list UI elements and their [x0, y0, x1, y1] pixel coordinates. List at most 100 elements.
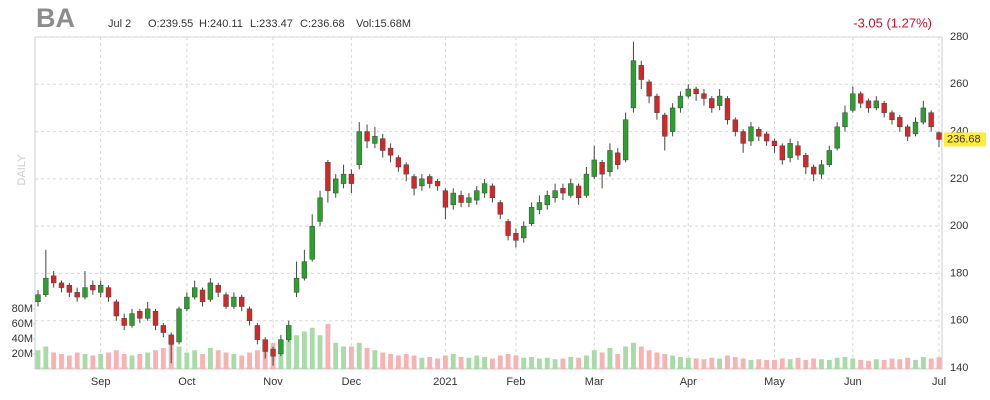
volume-bar: [819, 359, 824, 369]
candle-body: [732, 119, 738, 132]
candle-body: [43, 277, 49, 295]
candle-body: [466, 197, 472, 203]
candle-body: [325, 162, 331, 191]
volume-bar: [889, 358, 895, 369]
candle-body: [458, 195, 464, 203]
candle-body: [442, 190, 449, 208]
volume-bar: [207, 348, 213, 369]
candle-body: [513, 232, 519, 241]
candle-body: [544, 195, 550, 206]
header-date: Jul 2: [108, 18, 131, 30]
volume-bar: [286, 339, 292, 369]
volume-bar: [552, 359, 558, 369]
y-tick-label: 140: [950, 362, 968, 374]
volume-bar: [607, 348, 613, 369]
volume-bar: [317, 335, 323, 369]
candle-body: [97, 285, 104, 293]
volume-bar: [866, 360, 871, 369]
volume-bar: [670, 355, 676, 369]
candle-body: [850, 93, 856, 111]
candle-body: [395, 157, 402, 168]
volume-bar: [184, 352, 190, 369]
candle-body: [818, 164, 825, 175]
candle-body: [340, 173, 347, 184]
volume-bar: [787, 359, 793, 369]
candle-body: [317, 197, 323, 222]
volume-bar: [834, 357, 840, 369]
volume-bar: [278, 346, 284, 369]
candle-body: [693, 88, 699, 94]
candle-body: [779, 145, 785, 161]
candle-body: [497, 202, 503, 215]
volume-bar: [450, 354, 456, 369]
candle-body: [50, 275, 57, 284]
volume-bar: [725, 355, 730, 369]
volume-bar: [936, 357, 942, 369]
x-tick-label: Apr: [680, 376, 697, 388]
x-tick-label: Jun: [844, 376, 862, 388]
volume-bar: [654, 352, 660, 369]
volume-bar: [231, 354, 237, 369]
candle-body: [35, 294, 41, 303]
candle-body: [113, 301, 120, 317]
candle-body: [403, 164, 409, 175]
candle-body: [928, 112, 934, 128]
volume-bar: [858, 360, 864, 369]
volume-bar: [435, 358, 441, 369]
candle-body: [834, 126, 840, 149]
candle-body: [873, 100, 880, 109]
volume-bar: [356, 342, 362, 369]
last-price-label: 236.68: [947, 133, 981, 145]
volume-bar: [309, 327, 315, 369]
volume-bar: [850, 358, 856, 369]
candle-body: [239, 296, 245, 307]
candle-body: [865, 100, 872, 109]
candle-body: [231, 296, 237, 307]
volume-bar: [395, 355, 401, 369]
volume-bar: [795, 357, 801, 369]
candle-body: [920, 107, 927, 123]
vol-tick-label: 40M: [12, 333, 33, 345]
volume-bar: [779, 358, 785, 369]
candle-body: [207, 282, 214, 300]
candle-body: [771, 140, 778, 147]
candle-body: [662, 114, 668, 137]
volume-bar: [325, 324, 331, 369]
candle-body: [105, 287, 112, 298]
volume-bar: [442, 355, 448, 369]
volume-bar: [685, 357, 691, 369]
volume-bar: [294, 335, 299, 369]
candle-body: [669, 107, 676, 132]
candle-body: [607, 150, 613, 173]
volume-bar: [247, 352, 252, 369]
volume-bar: [200, 354, 205, 369]
volume-bar: [66, 355, 72, 369]
volume-bar: [748, 360, 754, 369]
candle-body: [215, 285, 221, 293]
volume-bar: [489, 358, 495, 369]
volume-bar: [646, 350, 652, 369]
volume-bar: [35, 350, 41, 369]
volume-bar: [419, 357, 425, 369]
candle-body: [309, 225, 315, 260]
volume-bar: [623, 346, 629, 369]
volume-bar: [568, 357, 574, 369]
candle-body: [740, 131, 746, 144]
candle-body: [199, 289, 206, 303]
candle-body: [474, 190, 480, 201]
volume-bar: [497, 355, 503, 369]
volume-bar: [920, 357, 926, 369]
candle-body: [481, 183, 488, 194]
candle-body: [568, 183, 574, 196]
candle-body: [270, 348, 276, 357]
volume-bar: [82, 354, 88, 369]
volume-bar: [427, 357, 433, 369]
x-tick-label: Dec: [342, 376, 362, 388]
volume-bar: [254, 350, 260, 369]
volume-bar: [772, 360, 777, 369]
x-tick-label: Nov: [263, 376, 283, 388]
volume-bar: [59, 354, 64, 369]
volume-bar: [693, 358, 699, 369]
candle-body: [897, 117, 903, 128]
volume-bar: [638, 346, 644, 369]
